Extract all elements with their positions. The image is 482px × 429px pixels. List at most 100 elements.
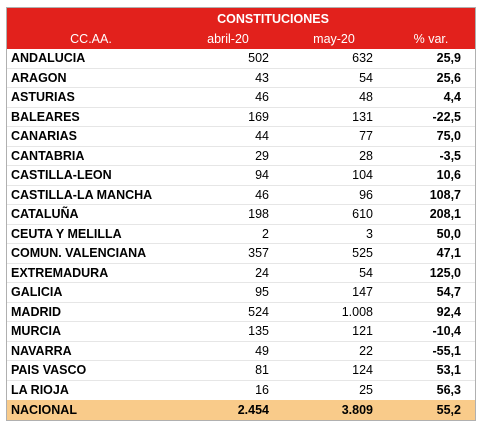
cell-region: CEUTA Y MELILLA <box>11 226 122 241</box>
cell-var: 25,6 <box>436 70 461 85</box>
cell-region: ANDALUCIA <box>11 51 86 66</box>
cell-abril: 502 <box>248 51 269 66</box>
cell-region: LA RIOJA <box>11 383 69 398</box>
cell-region: NAVARRA <box>11 343 72 358</box>
header-ccaa: CC.AA. <box>70 32 112 46</box>
cell-region: EXTREMADURA <box>11 265 109 280</box>
cell-region: PAIS VASCO <box>11 363 87 378</box>
table-title-row: CONSTITUCIONES <box>7 8 475 29</box>
total-abril: 2.454 <box>237 402 269 417</box>
cell-var: 50,0 <box>436 226 461 241</box>
table-row: ANDALUCIA 502 632 25,9 <box>7 49 475 69</box>
cell-mayo: 22 <box>359 343 373 358</box>
cell-abril: 24 <box>255 265 269 280</box>
table-row: MURCIA 135 121 -10,4 <box>7 322 475 342</box>
cell-region: CASTILLA-LA MANCHA <box>11 187 153 202</box>
table-row: GALICIA 95 147 54,7 <box>7 283 475 303</box>
cell-var: 54,7 <box>436 285 461 300</box>
cell-abril: 46 <box>255 90 269 105</box>
cell-var: 10,6 <box>436 168 461 183</box>
cell-region: CASTILLA-LEON <box>11 168 112 183</box>
cell-abril: 46 <box>255 187 269 202</box>
table-body: ANDALUCIA 502 632 25,9 ARAGON 43 54 25,6 ASTURIA… <box>7 49 475 400</box>
cell-region: BALEARES <box>11 109 80 124</box>
cell-region: ASTURIAS <box>11 90 75 105</box>
table-row: CASTILLA-LA MANCHA 46 96 108,7 <box>7 186 475 205</box>
cell-abril: 198 <box>248 207 269 222</box>
table-row-total: NACIONAL 2.454 3.809 55,2 <box>7 400 475 420</box>
table-title: CONSTITUCIONES <box>217 11 329 26</box>
cell-abril: 43 <box>255 70 269 85</box>
cell-abril: 81 <box>255 363 269 378</box>
cell-mayo: 54 <box>359 265 373 280</box>
cell-var: 25,9 <box>436 51 461 66</box>
table-row: CASTILLA-LEON 94 104 10,6 <box>7 166 475 186</box>
cell-mayo: 131 <box>352 109 373 124</box>
table-row: MADRID 524 1.008 92,4 <box>7 303 475 322</box>
table-header-row: CC.AA. abril-20 may-20 % var. <box>7 29 475 49</box>
cell-var: 53,1 <box>436 363 461 378</box>
cell-abril: 94 <box>255 168 269 183</box>
table-row: NAVARRA 49 22 -55,1 <box>7 342 475 361</box>
cell-abril: 44 <box>255 129 269 144</box>
table-row: ASTURIAS 46 48 4,4 <box>7 88 475 108</box>
cell-mayo: 25 <box>359 383 373 398</box>
total-var: 55,2 <box>436 402 461 417</box>
table-row: CATALUÑA 198 610 208,1 <box>7 205 475 225</box>
cell-mayo: 632 <box>352 51 373 66</box>
cell-var: 47,1 <box>436 246 461 261</box>
constituciones-table: CONSTITUCIONES CC.AA. abril-20 may-20 % … <box>6 7 476 421</box>
cell-mayo: 3 <box>366 226 373 241</box>
cell-abril: 16 <box>255 383 269 398</box>
cell-abril: 49 <box>255 343 269 358</box>
cell-var: 4,4 <box>443 90 461 105</box>
cell-var: -55,1 <box>432 343 462 358</box>
table-row: CANTABRIA 29 28 -3,5 <box>7 147 475 166</box>
total-mayo: 3.809 <box>341 402 373 417</box>
cell-mayo: 1.008 <box>341 304 373 319</box>
header-abril: abril-20 <box>207 32 249 46</box>
cell-abril: 29 <box>255 148 269 163</box>
cell-region: MADRID <box>11 304 61 319</box>
cell-var: 108,7 <box>429 187 461 202</box>
table-row: PAIS VASCO 81 124 53,1 <box>7 361 475 381</box>
cell-var: 56,3 <box>436 383 461 398</box>
cell-region: CANARIAS <box>11 129 77 144</box>
cell-region: CATALUÑA <box>11 207 79 222</box>
cell-mayo: 147 <box>352 285 373 300</box>
cell-region: COMUN. VALENCIANA <box>11 246 147 261</box>
cell-abril: 2 <box>262 226 269 241</box>
table-row: CANARIAS 44 77 75,0 <box>7 127 475 147</box>
cell-mayo: 96 <box>359 187 373 202</box>
cell-region: CANTABRIA <box>11 148 85 163</box>
table-row: COMUN. VALENCIANA 357 525 47,1 <box>7 244 475 264</box>
cell-var: 75,0 <box>436 129 461 144</box>
cell-var: 208,1 <box>429 207 461 222</box>
cell-var: -22,5 <box>432 109 462 124</box>
cell-abril: 357 <box>248 246 269 261</box>
cell-mayo: 54 <box>359 70 373 85</box>
table-row: EXTREMADURA 24 54 125,0 <box>7 264 475 283</box>
cell-region: GALICIA <box>11 285 63 300</box>
cell-mayo: 124 <box>352 363 373 378</box>
cell-region: MURCIA <box>11 324 61 339</box>
cell-abril: 95 <box>255 285 269 300</box>
cell-var: 125,0 <box>429 265 461 280</box>
table-row: ARAGON 43 54 25,6 <box>7 69 475 88</box>
cell-mayo: 610 <box>352 207 373 222</box>
cell-var: -10,4 <box>432 324 462 339</box>
table-row: CEUTA Y MELILLA 2 3 50,0 <box>7 225 475 244</box>
header-mayo: may-20 <box>313 32 355 46</box>
table-row: LA RIOJA 16 25 56,3 <box>7 381 475 401</box>
cell-mayo: 525 <box>352 246 373 261</box>
header-var: % var. <box>413 32 449 46</box>
total-region: NACIONAL <box>11 402 77 417</box>
cell-abril: 169 <box>248 109 269 124</box>
cell-mayo: 48 <box>359 90 373 105</box>
cell-abril: 135 <box>248 324 269 339</box>
cell-mayo: 121 <box>352 324 373 339</box>
table-row: BALEARES 169 131 -22,5 <box>7 108 475 127</box>
cell-region: ARAGON <box>11 70 67 85</box>
cell-var: 92,4 <box>436 304 461 319</box>
cell-var: -3,5 <box>439 148 461 163</box>
